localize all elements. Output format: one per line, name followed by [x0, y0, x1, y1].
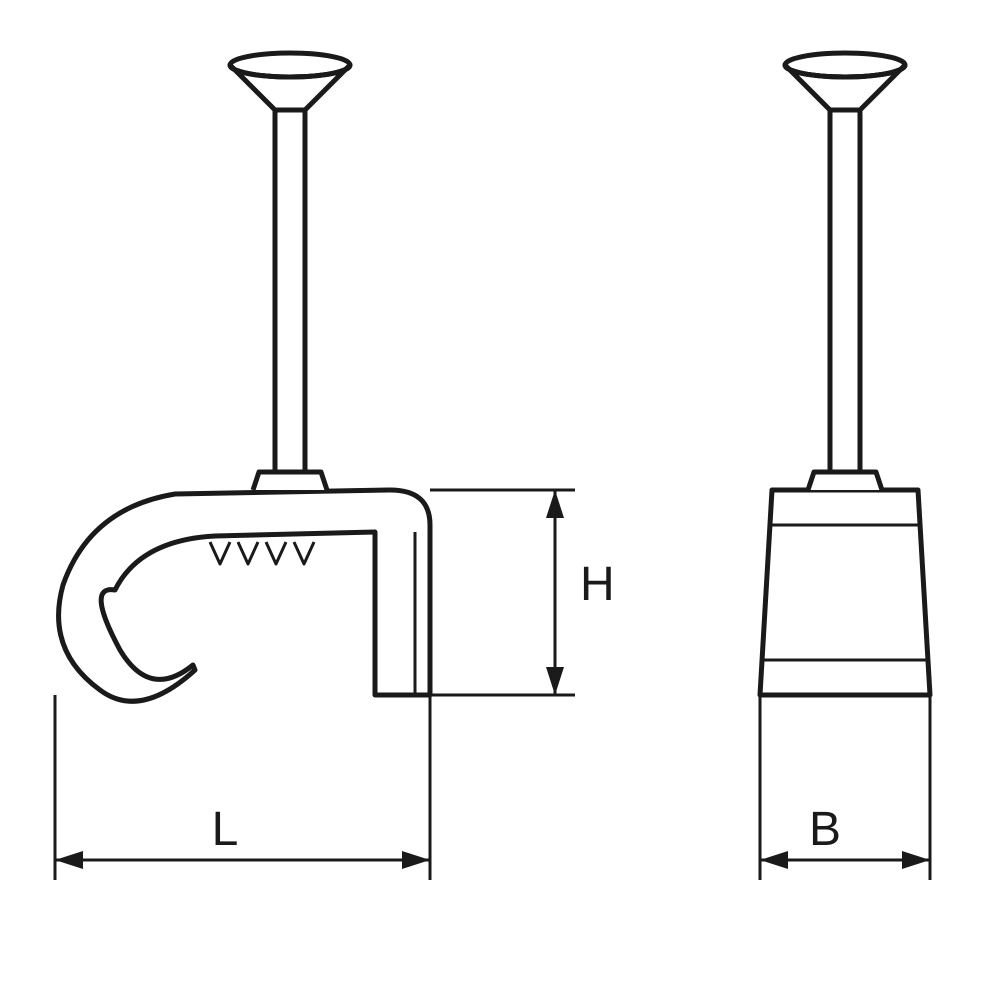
- dim-label-height: H: [580, 558, 615, 611]
- dim-label-width: B: [809, 803, 841, 856]
- dim-label-length: L: [212, 803, 239, 856]
- dimension-drawing: H L B: [0, 0, 1000, 1000]
